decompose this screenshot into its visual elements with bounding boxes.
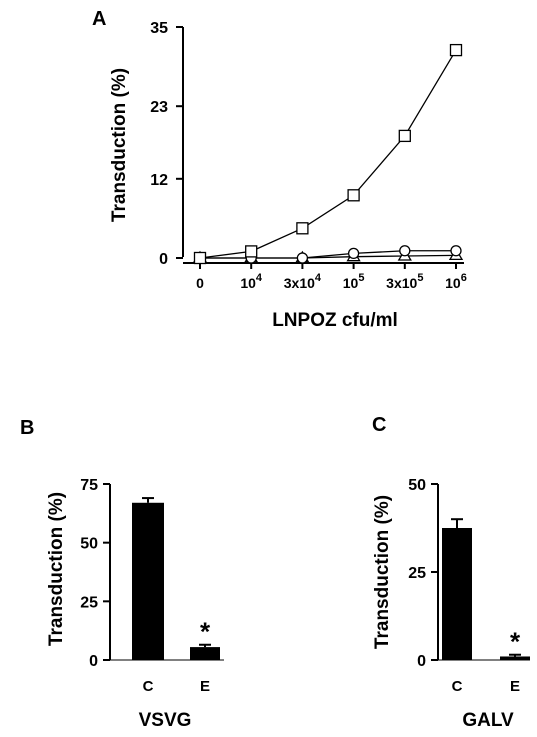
panel-c-bar — [500, 656, 530, 660]
panel-c-category-label: E — [510, 678, 520, 695]
panel-c-y-tick-label: 50 — [408, 477, 426, 494]
panel-a-point-square — [347, 189, 360, 202]
panel-b-y-tick-label: 75 — [80, 477, 98, 494]
panel-b-y-tick-label: 25 — [80, 594, 98, 611]
panel-c-chart: 0 25 50 C E * Transduction (%) GALV — [372, 477, 530, 731]
panel-a-y-tick-label: 0 — [159, 251, 168, 268]
panel-a-y-tick-label: 12 — [150, 172, 168, 189]
panel-b-significance-mark: * — [200, 617, 211, 647]
panel-a-x-tick-label: 3x105 — [386, 272, 423, 291]
panel-a-x-tick-label: 106 — [445, 272, 467, 291]
panel-c-significance-mark: * — [510, 627, 521, 657]
panel-a-y-tick-label: 35 — [150, 20, 168, 37]
panel-a-chart: 0 12 23 35 0 104 3x104 105 3x105 106 Transductio… — [109, 20, 467, 331]
panel-b-y-tick-label: 0 — [89, 653, 98, 670]
panel-b-category-label: C — [143, 678, 154, 695]
panel-b-letter: B — [20, 417, 34, 439]
panel-a-x-tick-label: 105 — [343, 272, 365, 291]
panel-b-y-tick-label: 50 — [80, 536, 98, 553]
panel-b-category-label: E — [200, 678, 210, 695]
panel-c-y-tick-label: 25 — [408, 565, 426, 582]
panel-a-point-square — [193, 251, 207, 265]
panel-a-point-circle — [450, 245, 462, 257]
panel-a-x-tick-label: 104 — [240, 272, 263, 291]
panel-a-point-circle — [296, 252, 309, 264]
panel-a-y-label: Transduction (%) — [109, 68, 130, 222]
panel-a-x-tick-label: 3x104 — [284, 272, 322, 291]
panel-a-point-circle — [347, 247, 360, 260]
panel-c-category-label: C — [452, 678, 463, 695]
panel-a-point-square — [449, 43, 463, 57]
panel-a-point-circle — [399, 245, 411, 257]
panel-c-x-label: GALV — [462, 710, 514, 731]
panel-a-y-tick-label: 23 — [150, 99, 168, 116]
panel-b-chart: 0 25 50 75 C E * Transduction (%) VSVG — [46, 477, 224, 731]
panel-b-y-label: Transduction (%) — [46, 492, 67, 646]
panel-b-x-label: VSVG — [139, 710, 192, 731]
panel-a-point-square — [296, 222, 309, 235]
panel-a-point-square — [398, 129, 411, 143]
panel-c-bar — [442, 528, 472, 660]
panel-a-x-label: LNPOZ cfu/ml — [272, 310, 398, 331]
panel-b-bar — [132, 502, 164, 660]
panel-a-letter: A — [92, 8, 106, 30]
panel-a-series-line-triangle — [200, 254, 457, 259]
panel-b-bar — [190, 647, 220, 660]
panel-c-y-label: Transduction (%) — [372, 495, 393, 649]
panel-a-point-square — [245, 245, 258, 258]
panel-c-letter: C — [372, 414, 386, 436]
panel-c-y-tick-label: 0 — [417, 653, 426, 670]
panel-a-series-line-square — [199, 49, 457, 259]
panel-a-x-tick-label: 0 — [196, 275, 204, 291]
